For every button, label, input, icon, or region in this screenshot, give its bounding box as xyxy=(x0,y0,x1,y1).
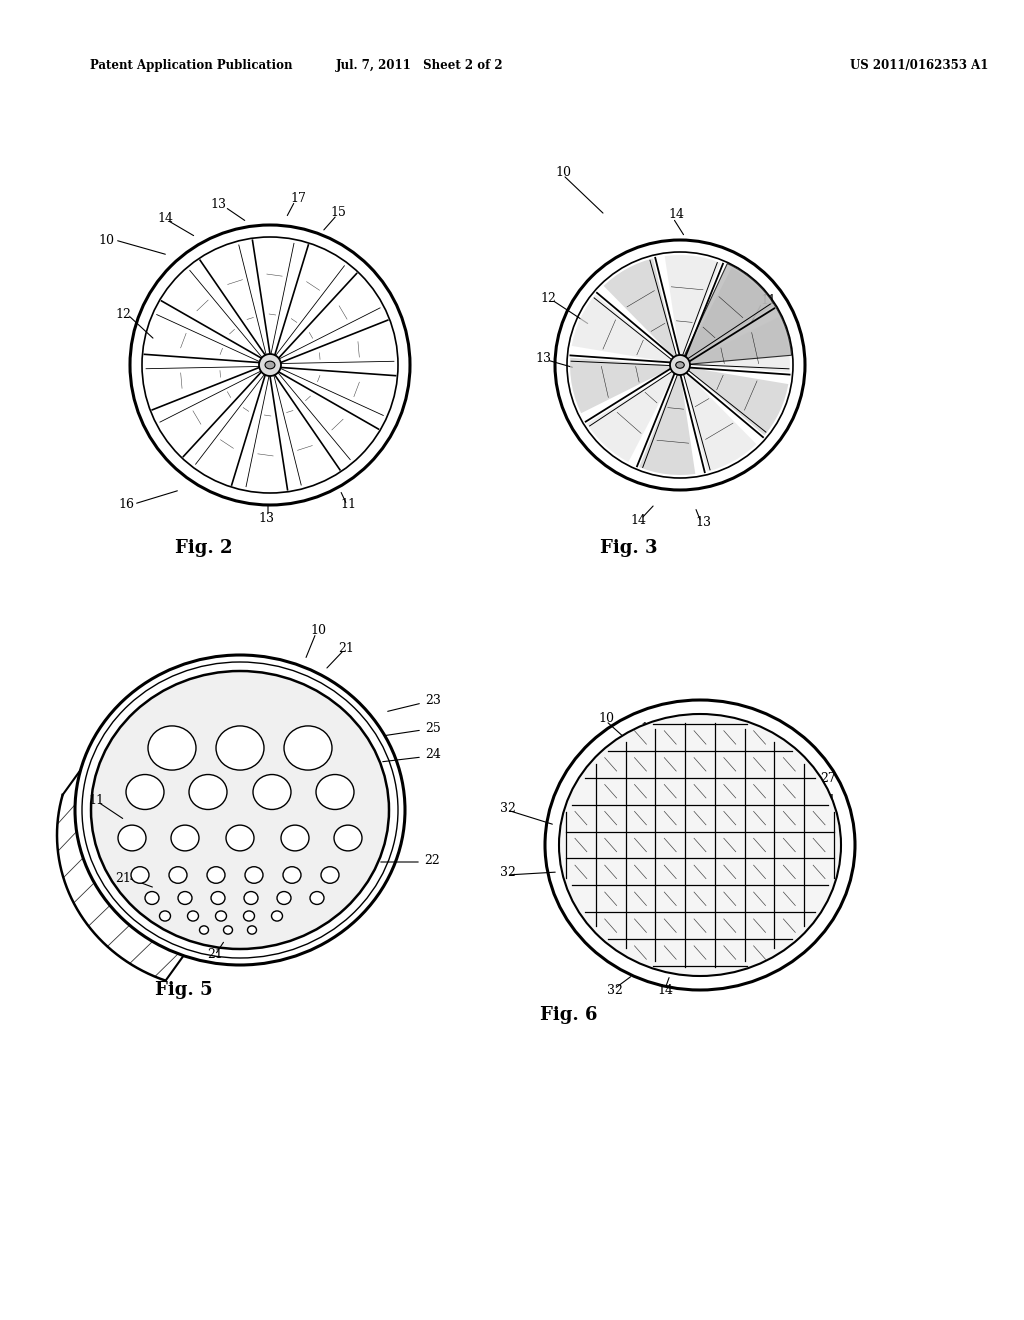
Text: 10: 10 xyxy=(555,166,571,180)
Text: 11: 11 xyxy=(760,293,776,306)
Text: Jul. 7, 2011   Sheet 2 of 2: Jul. 7, 2011 Sheet 2 of 2 xyxy=(336,58,504,71)
Text: 30: 30 xyxy=(820,813,836,826)
Ellipse shape xyxy=(126,775,164,809)
Polygon shape xyxy=(603,259,677,358)
Text: 29: 29 xyxy=(820,833,836,846)
Ellipse shape xyxy=(676,362,684,368)
Text: 12: 12 xyxy=(540,292,556,305)
Text: 11: 11 xyxy=(690,714,706,726)
Text: 13: 13 xyxy=(695,516,711,529)
Text: 25: 25 xyxy=(425,722,440,734)
Text: 27: 27 xyxy=(820,771,836,784)
Polygon shape xyxy=(639,375,695,475)
Ellipse shape xyxy=(555,240,805,490)
Ellipse shape xyxy=(283,867,301,883)
Text: Fig. 2: Fig. 2 xyxy=(175,539,232,557)
Ellipse shape xyxy=(244,891,258,904)
Text: 10: 10 xyxy=(598,711,614,725)
Ellipse shape xyxy=(131,867,150,883)
Text: 12: 12 xyxy=(115,309,131,322)
Text: Patent Application Publication: Patent Application Publication xyxy=(90,58,293,71)
Text: 24: 24 xyxy=(425,748,441,762)
Ellipse shape xyxy=(215,911,226,921)
Ellipse shape xyxy=(316,775,354,809)
Text: 14: 14 xyxy=(657,983,673,997)
Text: 21: 21 xyxy=(207,949,223,961)
Text: 28: 28 xyxy=(820,854,836,866)
Ellipse shape xyxy=(216,726,264,770)
Polygon shape xyxy=(689,317,790,372)
Text: 10: 10 xyxy=(310,623,326,636)
Text: 32: 32 xyxy=(500,866,516,879)
Polygon shape xyxy=(570,358,671,413)
Text: 11: 11 xyxy=(340,499,356,511)
Ellipse shape xyxy=(259,354,281,376)
Ellipse shape xyxy=(169,867,187,883)
Ellipse shape xyxy=(248,925,256,935)
Ellipse shape xyxy=(171,825,199,851)
Text: 14: 14 xyxy=(630,513,646,527)
Text: 14: 14 xyxy=(668,209,684,222)
Text: 32: 32 xyxy=(500,801,516,814)
Text: 11: 11 xyxy=(88,793,104,807)
Ellipse shape xyxy=(281,825,309,851)
Text: 10: 10 xyxy=(98,234,114,247)
Ellipse shape xyxy=(265,362,275,368)
Ellipse shape xyxy=(130,224,410,506)
Text: Fig. 3: Fig. 3 xyxy=(600,539,657,557)
Text: 13: 13 xyxy=(210,198,226,211)
Ellipse shape xyxy=(271,911,283,921)
Polygon shape xyxy=(685,268,773,359)
Text: 32: 32 xyxy=(607,983,623,997)
Text: 16: 16 xyxy=(118,499,134,511)
Ellipse shape xyxy=(226,825,254,851)
Ellipse shape xyxy=(207,867,225,883)
Ellipse shape xyxy=(178,891,193,904)
Text: 14: 14 xyxy=(640,722,656,734)
Ellipse shape xyxy=(334,825,362,851)
Text: 23: 23 xyxy=(425,693,441,706)
Text: Fig. 6: Fig. 6 xyxy=(540,1006,597,1024)
Text: 15: 15 xyxy=(330,206,346,219)
Text: 13: 13 xyxy=(258,511,274,524)
Ellipse shape xyxy=(223,925,232,935)
Text: 26: 26 xyxy=(820,874,836,887)
Ellipse shape xyxy=(559,714,841,975)
Ellipse shape xyxy=(211,891,225,904)
Ellipse shape xyxy=(545,700,855,990)
Ellipse shape xyxy=(245,867,263,883)
Ellipse shape xyxy=(189,775,227,809)
Text: 21: 21 xyxy=(115,871,131,884)
Ellipse shape xyxy=(200,925,209,935)
Ellipse shape xyxy=(278,891,291,904)
Ellipse shape xyxy=(118,825,146,851)
Ellipse shape xyxy=(284,726,332,770)
Text: 21: 21 xyxy=(338,642,354,655)
Text: 31: 31 xyxy=(820,793,836,807)
Ellipse shape xyxy=(244,911,255,921)
Polygon shape xyxy=(680,264,792,366)
Ellipse shape xyxy=(145,891,159,904)
Text: Fig. 5: Fig. 5 xyxy=(155,981,213,999)
Ellipse shape xyxy=(253,775,291,809)
Text: 22: 22 xyxy=(424,854,439,866)
Polygon shape xyxy=(688,367,788,436)
Polygon shape xyxy=(571,294,672,363)
Polygon shape xyxy=(683,372,757,471)
Ellipse shape xyxy=(160,911,171,921)
Ellipse shape xyxy=(670,355,690,375)
Ellipse shape xyxy=(310,891,324,904)
Ellipse shape xyxy=(148,726,196,770)
Text: 13: 13 xyxy=(535,351,551,364)
Ellipse shape xyxy=(91,671,389,949)
Ellipse shape xyxy=(321,867,339,883)
Text: US 2011/0162353 A1: US 2011/0162353 A1 xyxy=(850,58,988,71)
Text: 14: 14 xyxy=(157,211,173,224)
Text: 17: 17 xyxy=(290,191,306,205)
Polygon shape xyxy=(587,371,675,462)
Ellipse shape xyxy=(187,911,199,921)
Polygon shape xyxy=(665,255,721,355)
